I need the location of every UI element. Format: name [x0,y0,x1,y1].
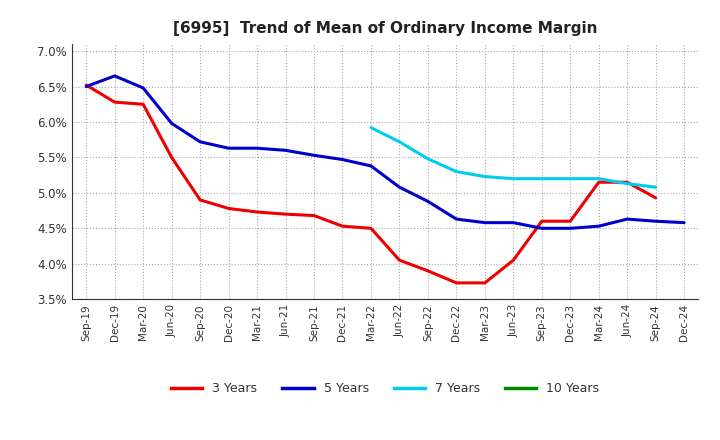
Title: [6995]  Trend of Mean of Ordinary Income Margin: [6995] Trend of Mean of Ordinary Income … [173,21,598,36]
Legend: 3 Years, 5 Years, 7 Years, 10 Years: 3 Years, 5 Years, 7 Years, 10 Years [166,377,604,400]
